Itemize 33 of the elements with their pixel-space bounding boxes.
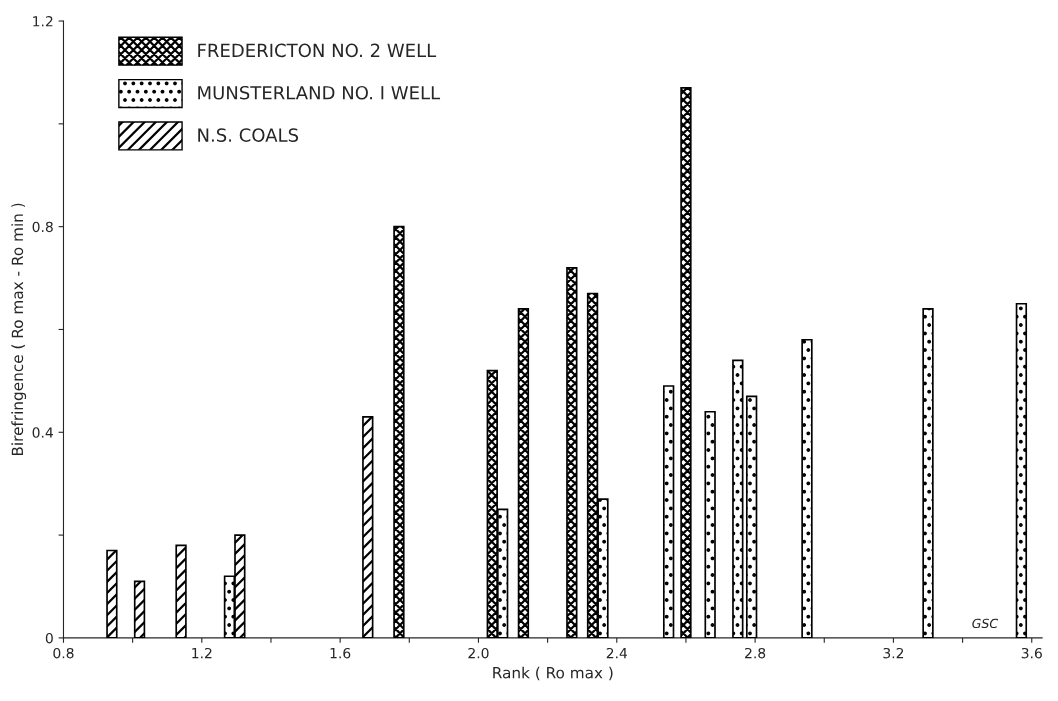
x-axis-title: Rank ( Ro max ) — [493, 666, 613, 681]
bar — [175, 544, 187, 638]
y-tick-label: 0 — [45, 632, 53, 644]
bar — [662, 385, 675, 638]
bar — [566, 266, 578, 638]
bar — [133, 580, 146, 638]
x-tick-label: 2.0 — [468, 647, 489, 659]
x-tick-label: 2.8 — [745, 647, 766, 659]
x-tick-label: 3.6 — [1021, 647, 1042, 659]
annotation: GSC — [972, 618, 999, 629]
bar — [1015, 302, 1028, 638]
bar — [704, 410, 716, 638]
bar — [106, 549, 118, 638]
y-axis-title: Birefringence ( Ro max - Ro min ) — [11, 203, 27, 456]
bar — [517, 308, 530, 638]
bar — [801, 338, 813, 638]
legend-label: N.S. COALS — [198, 128, 299, 142]
y-tick-label: 0.8 — [32, 221, 53, 233]
y-tick-label: 1.2 — [33, 16, 53, 27]
x-tick-label: 3.2 — [883, 647, 904, 659]
x-tick-label: 1.6 — [330, 647, 351, 659]
bar — [393, 225, 405, 638]
bar — [680, 87, 692, 638]
bar — [732, 359, 744, 638]
legend-label: FREDERICTON NO. 2 WELL — [198, 43, 437, 58]
bar — [922, 308, 934, 638]
x-tick-label: 2.4 — [606, 647, 628, 659]
x-tick-label: 0.8 — [53, 647, 74, 659]
bar — [745, 395, 758, 638]
legend-label: MUNSTERLAND NO. I WELL — [198, 85, 441, 100]
y-tick-label: 0.4 — [32, 427, 53, 438]
bar — [362, 416, 374, 638]
x-tick-label: 1.2 — [192, 647, 212, 659]
